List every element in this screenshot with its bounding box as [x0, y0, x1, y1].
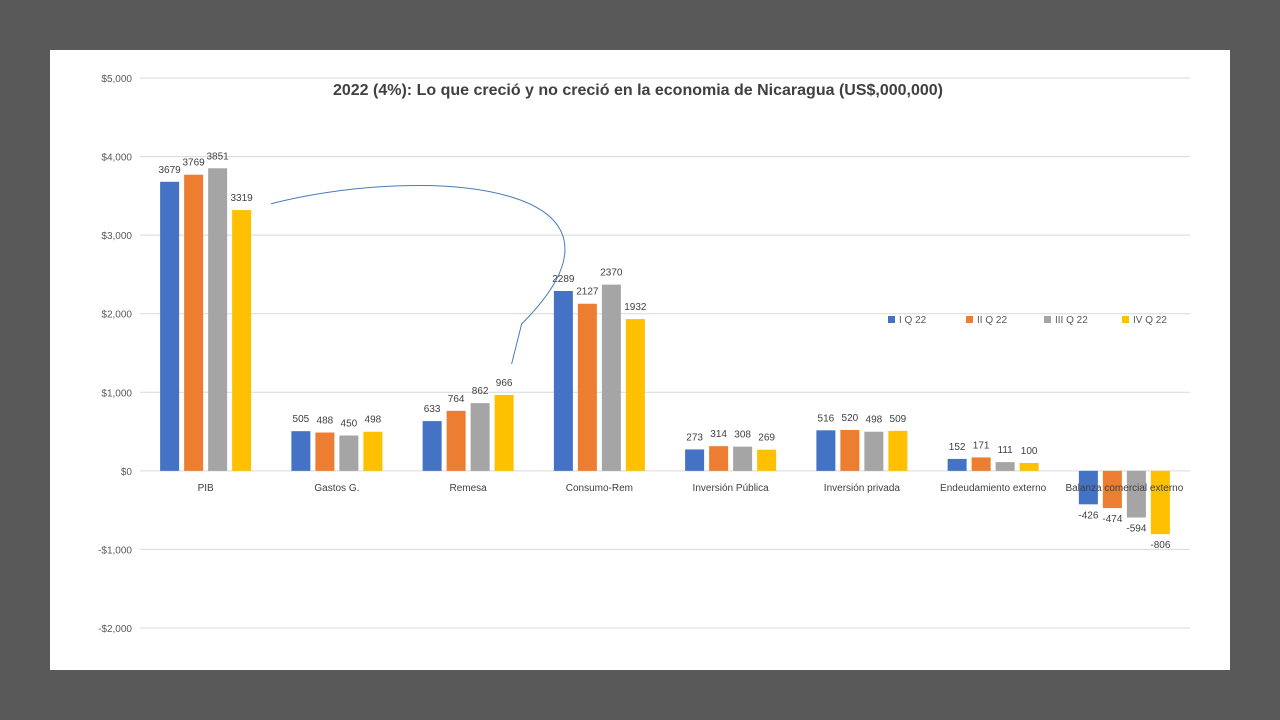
data-label: 633	[424, 404, 441, 415]
bar	[553, 291, 573, 471]
data-label: 100	[1021, 446, 1038, 457]
data-label: 450	[341, 419, 358, 430]
bar	[995, 462, 1015, 471]
data-label: 3851	[207, 151, 230, 162]
bar	[685, 449, 705, 471]
legend-swatch	[1044, 316, 1051, 323]
data-label: 2289	[552, 274, 575, 285]
bar	[947, 458, 967, 471]
y-tick-label: $2,000	[101, 310, 132, 321]
data-label: 862	[472, 386, 489, 397]
bar	[1019, 463, 1039, 471]
data-label: -474	[1102, 514, 1122, 525]
category-label: Endeudamiento externo	[940, 483, 1047, 494]
bar	[422, 421, 442, 471]
data-label: 3769	[183, 158, 206, 169]
bar	[363, 431, 383, 471]
legend-swatch	[966, 316, 973, 323]
data-label: 314	[710, 429, 727, 440]
bar	[709, 446, 729, 471]
y-tick-label: $0	[121, 467, 133, 478]
category-label: Balanza comercial externo	[1065, 483, 1183, 494]
bar	[733, 446, 753, 471]
y-tick-label: $1,000	[101, 388, 132, 399]
data-label: 171	[973, 440, 990, 451]
category-label: Gastos G.	[314, 483, 359, 494]
axes: -$2,000 -$1,000 $0 $1,000 $2,000 $3,000 $4,000…	[98, 74, 1184, 635]
bar	[888, 430, 908, 471]
data-label: 2370	[600, 268, 623, 279]
y-tick-label: -$2,000	[98, 624, 132, 635]
bar	[446, 410, 466, 471]
data-label: 269	[758, 433, 775, 444]
bar	[208, 168, 228, 471]
gridlines	[140, 77, 1190, 629]
bar	[625, 319, 645, 471]
data-label: 273	[686, 432, 703, 443]
bar	[971, 457, 991, 471]
bar	[184, 174, 204, 471]
data-label: 520	[842, 413, 859, 424]
bar	[577, 303, 597, 471]
data-label: 3679	[159, 165, 182, 176]
bar	[291, 431, 311, 471]
data-label: 505	[293, 414, 310, 425]
legend-swatch	[1122, 316, 1129, 323]
data-label: 308	[734, 430, 751, 441]
data-label: 488	[317, 416, 334, 427]
data-label: 2127	[576, 287, 599, 298]
chart-title: 2022 (4%): Lo que creció y no creció en …	[333, 82, 943, 99]
data-label: 3319	[231, 193, 254, 204]
chart-panel: 3679 3769 3851 3319 505 488 450 498 633 764 862 966…	[50, 50, 1230, 670]
legend-swatch	[888, 316, 895, 323]
data-label: -594	[1126, 524, 1146, 535]
bar	[757, 449, 777, 471]
data-label: -806	[1150, 540, 1170, 551]
data-label: 764	[448, 394, 465, 405]
bar	[494, 394, 514, 471]
category-label: Inversión privada	[824, 483, 901, 494]
bars	[160, 168, 1170, 535]
y-tick-label: $3,000	[101, 231, 132, 242]
data-label: 498	[365, 415, 382, 426]
bar	[470, 403, 490, 471]
data-label: -426	[1078, 510, 1098, 521]
bar	[1126, 470, 1146, 518]
category-label: Inversión Pública	[693, 483, 770, 494]
legend-label: IV Q 22	[1133, 315, 1167, 326]
y-tick-label: $4,000	[101, 153, 132, 164]
y-tick-label: -$1,000	[98, 545, 132, 556]
data-label: 111	[998, 445, 1014, 456]
bar	[315, 432, 335, 471]
y-tick-label: $5,000	[101, 74, 132, 85]
bar	[1102, 470, 1122, 509]
bar	[1078, 470, 1098, 505]
bar	[339, 435, 359, 471]
bar	[864, 431, 884, 471]
category-label: Remesa	[450, 483, 488, 494]
bar	[816, 430, 836, 471]
data-label: 509	[890, 414, 907, 425]
bar	[232, 210, 252, 471]
legend-label: III Q 22	[1055, 315, 1088, 326]
bar	[601, 284, 621, 471]
data-label: 152	[949, 442, 966, 453]
category-label: PIB	[198, 483, 214, 494]
bar	[840, 430, 860, 471]
bar	[160, 181, 180, 471]
data-label: 966	[496, 378, 513, 389]
legend-label: I Q 22	[899, 315, 927, 326]
data-label: 516	[818, 413, 835, 424]
bar	[1150, 470, 1170, 535]
legend: I Q 22 II Q 22 III Q 22 IV Q 22	[888, 315, 1167, 326]
category-label: Consumo-Rem	[566, 483, 633, 494]
annotation-arrow	[271, 185, 566, 365]
data-label: 498	[866, 415, 883, 426]
data-label: 1932	[624, 302, 647, 313]
legend-label: II Q 22	[977, 315, 1007, 326]
